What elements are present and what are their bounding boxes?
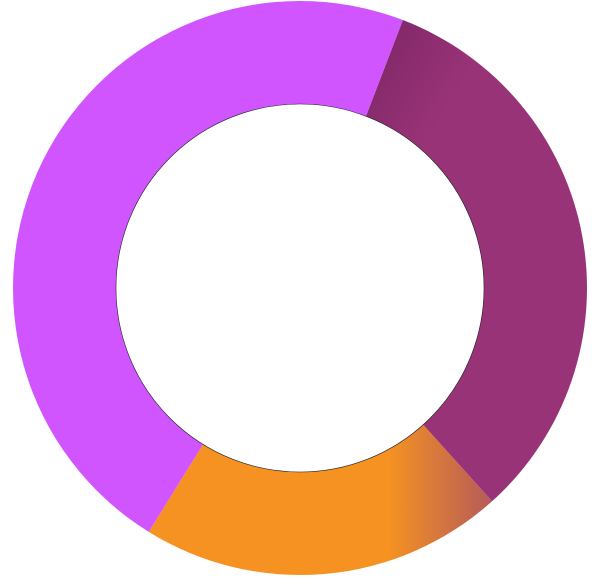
donut-hole [115, 103, 485, 473]
